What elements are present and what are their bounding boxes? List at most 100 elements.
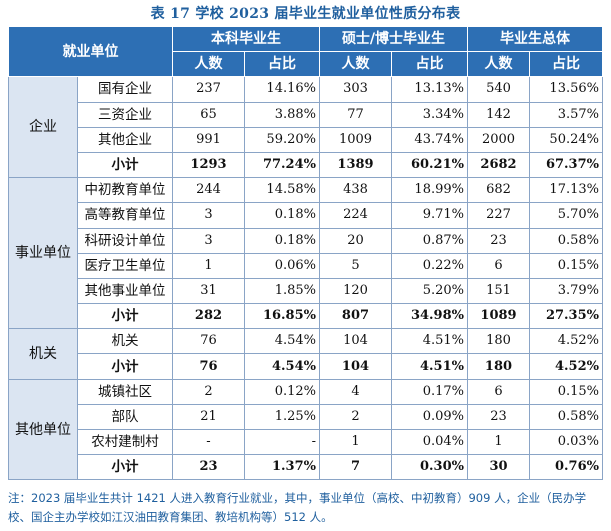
ratio-cell: 0.04% xyxy=(391,428,468,456)
ratio-cell: 4.54% xyxy=(244,353,320,380)
ratio-cell: 43.74% xyxy=(391,126,468,153)
header-ratio: 占比 xyxy=(529,51,603,78)
ratio-cell: - xyxy=(244,428,320,456)
count-cell: 2 xyxy=(172,378,245,405)
count-cell: 7 xyxy=(319,454,392,481)
ratio-cell: 4.52% xyxy=(529,353,603,380)
unit-label: 国有企业 xyxy=(77,76,173,103)
table-row: 三资企业 65 3.88% 77 3.34% 142 3.57% xyxy=(9,101,603,128)
ratio-cell: 59.20% xyxy=(244,126,320,153)
count-cell: 1 xyxy=(172,252,245,279)
header-group-total: 毕业生总体 xyxy=(467,25,603,53)
table-row: 其他事业单位 31 1.85% 120 5.20% 151 3.79% xyxy=(9,277,603,305)
count-cell: 2682 xyxy=(467,151,530,179)
ratio-cell: 3.79% xyxy=(529,277,603,305)
count-cell: 6 xyxy=(467,378,530,405)
count-cell: 1 xyxy=(319,428,392,456)
unit-label: 医疗卫生单位 xyxy=(77,252,173,279)
count-cell: 23 xyxy=(172,454,245,481)
ratio-cell: 34.98% xyxy=(391,303,468,330)
count-cell: 6 xyxy=(467,252,530,279)
ratio-cell: 0.15% xyxy=(529,252,603,279)
header-count: 人数 xyxy=(467,51,530,78)
table-body: 企业 国有企业 237 14.16% 303 13.13% 540 13.56% 三资企业 65 3… xyxy=(8,76,603,481)
count-cell: 65 xyxy=(172,101,245,128)
header-ratio: 占比 xyxy=(244,51,320,78)
count-cell: 282 xyxy=(172,303,245,330)
count-cell: 1009 xyxy=(319,126,392,153)
count-cell: 23 xyxy=(467,403,530,431)
ratio-cell: 4.51% xyxy=(391,328,468,355)
category-cell: 机关 xyxy=(8,328,78,380)
unit-label: 其他企业 xyxy=(77,126,173,153)
count-cell: 180 xyxy=(467,353,530,380)
table-row: 企业 国有企业 237 14.16% 303 13.13% 540 13.56% xyxy=(8,76,603,179)
ratio-cell: 14.16% xyxy=(244,76,320,103)
ratio-cell: 14.58% xyxy=(244,177,320,204)
unit-label: 部队 xyxy=(77,403,173,431)
table-row: 科研设计单位 3 0.18% 20 0.87% 23 0.58% xyxy=(9,227,603,254)
count-cell: 1293 xyxy=(172,151,245,179)
count-cell: 20 xyxy=(319,227,392,254)
subtotal-label: 小计 xyxy=(77,303,173,330)
table-row: 事业单位 中初教育单位 244 14.58% 438 18.99% 682 17.13% xyxy=(8,177,603,330)
count-cell: 244 xyxy=(172,177,245,204)
count-cell: 991 xyxy=(172,126,245,153)
count-cell: 807 xyxy=(319,303,392,330)
ratio-cell: 0.30% xyxy=(391,454,468,481)
ratio-cell: 4.52% xyxy=(529,328,603,355)
ratio-cell: 0.09% xyxy=(391,403,468,431)
ratio-cell: 60.21% xyxy=(391,151,468,179)
unit-label: 高等教育单位 xyxy=(77,202,173,229)
ratio-cell: 0.22% xyxy=(391,252,468,279)
count-cell: 3 xyxy=(172,202,245,229)
employment-unit-table: 就业单位 本科毕业生 硕士/博士毕业生 毕业生总体 人数 占比 人数 占比 人数… xyxy=(8,25,603,481)
unit-label: 机关 xyxy=(77,328,173,355)
ratio-cell: 1.37% xyxy=(244,454,320,481)
count-cell: 104 xyxy=(319,328,392,355)
count-cell: 104 xyxy=(319,353,392,380)
ratio-cell: 4.51% xyxy=(391,353,468,380)
count-cell: 682 xyxy=(467,177,530,204)
count-cell: 142 xyxy=(467,101,530,128)
count-cell: 77 xyxy=(319,101,392,128)
count-cell: 3 xyxy=(172,227,245,254)
ratio-cell: 67.37% xyxy=(529,151,603,179)
ratio-cell: 0.18% xyxy=(244,202,320,229)
count-cell: 180 xyxy=(467,328,530,355)
count-cell: 224 xyxy=(319,202,392,229)
subtotal-row: 小计 23 1.37% 7 0.30% 30 0.76% xyxy=(9,454,603,481)
ratio-cell: 4.54% xyxy=(244,328,320,355)
count-cell: 438 xyxy=(319,177,392,204)
count-cell: 237 xyxy=(172,76,245,103)
table-row: 其他单位 城镇社区 2 0.12% 4 0.17% 6 0.15% xyxy=(8,378,603,481)
header-count: 人数 xyxy=(172,51,245,78)
ratio-cell: 1.85% xyxy=(244,277,320,305)
count-cell: 31 xyxy=(172,277,245,305)
category-cell: 事业单位 xyxy=(8,177,78,330)
count-cell: - xyxy=(172,428,245,456)
subtotal-label: 小计 xyxy=(77,454,173,481)
subtotal-row: 小计 1293 77.24% 1389 60.21% 2682 67.37% xyxy=(9,151,603,179)
ratio-cell: 0.15% xyxy=(529,378,603,405)
unit-label: 城镇社区 xyxy=(77,378,173,405)
count-cell: 540 xyxy=(467,76,530,103)
unit-label: 农村建制村 xyxy=(77,428,173,456)
ratio-cell: 0.03% xyxy=(529,428,603,456)
count-cell: 303 xyxy=(319,76,392,103)
ratio-cell: 5.70% xyxy=(529,202,603,229)
ratio-cell: 0.76% xyxy=(529,454,603,481)
ratio-cell: 1.25% xyxy=(244,403,320,431)
count-cell: 1389 xyxy=(319,151,392,179)
category-cell: 其他单位 xyxy=(8,378,78,481)
table-title: 表 17 学校 2023 届毕业生就业单位性质分布表 xyxy=(150,6,461,22)
table-row: 其他企业 991 59.20% 1009 43.74% 2000 50.24% xyxy=(9,126,603,153)
header-count: 人数 xyxy=(319,51,392,78)
ratio-cell: 77.24% xyxy=(244,151,320,179)
count-cell: 4 xyxy=(319,378,392,405)
ratio-cell: 13.56% xyxy=(529,76,603,103)
count-cell: 76 xyxy=(172,353,245,380)
unit-label: 科研设计单位 xyxy=(77,227,173,254)
table-row: 机关 机关 76 4.54% 104 4.51% 180 4.52% xyxy=(8,328,603,380)
subtotal-row: 小计 76 4.54% 104 4.51% 180 4.52% xyxy=(9,353,603,380)
